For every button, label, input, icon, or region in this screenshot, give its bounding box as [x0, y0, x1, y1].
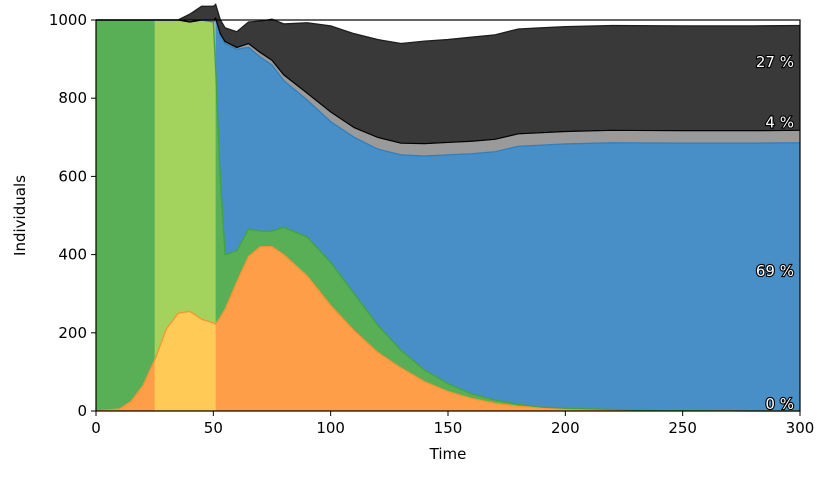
area-series-2 [96, 20, 800, 411]
area-series-1 [96, 20, 800, 411]
x-tick-label: 0 [91, 419, 101, 437]
percentage-label: 27 % [756, 53, 794, 71]
highlight-window [154, 20, 216, 411]
y-axis-ticks: 0 200 400 600 800 1000 [49, 11, 96, 420]
x-tick-label: 200 [551, 419, 580, 437]
series-boundary-0 [95, 246, 800, 412]
area-series-0 [96, 246, 800, 411]
highlight-window-group [154, 20, 216, 411]
y-axis-label: Individuals [11, 175, 29, 256]
percentage-label: 69 % [756, 262, 794, 280]
percentage-label: 4 % [765, 114, 794, 132]
y-tick-label: 400 [58, 246, 87, 264]
y-tick-label: 200 [58, 324, 87, 342]
area-series-group [96, 4, 800, 411]
x-tick-label: 150 [434, 419, 463, 437]
x-tick-label: 100 [316, 419, 345, 437]
area-series-3 [96, 18, 800, 157]
y-tick-label: 600 [58, 167, 87, 185]
x-tick-label: 300 [786, 419, 815, 437]
percentage-label: 0 % [765, 395, 794, 413]
y-tick-label: 800 [58, 89, 87, 107]
y-tick-label: 0 [77, 402, 87, 420]
percentage-annotations: 0 % 69 % 4 % 27 % [755, 52, 795, 414]
x-tick-label: 250 [668, 419, 697, 437]
area-series-4 [96, 4, 800, 144]
y-tick-label: 1000 [49, 11, 87, 29]
x-axis-label: Time [429, 445, 467, 463]
x-axis-ticks: 0 50 100 150 200 250 300 [91, 411, 814, 437]
x-tick-label: 50 [204, 419, 223, 437]
